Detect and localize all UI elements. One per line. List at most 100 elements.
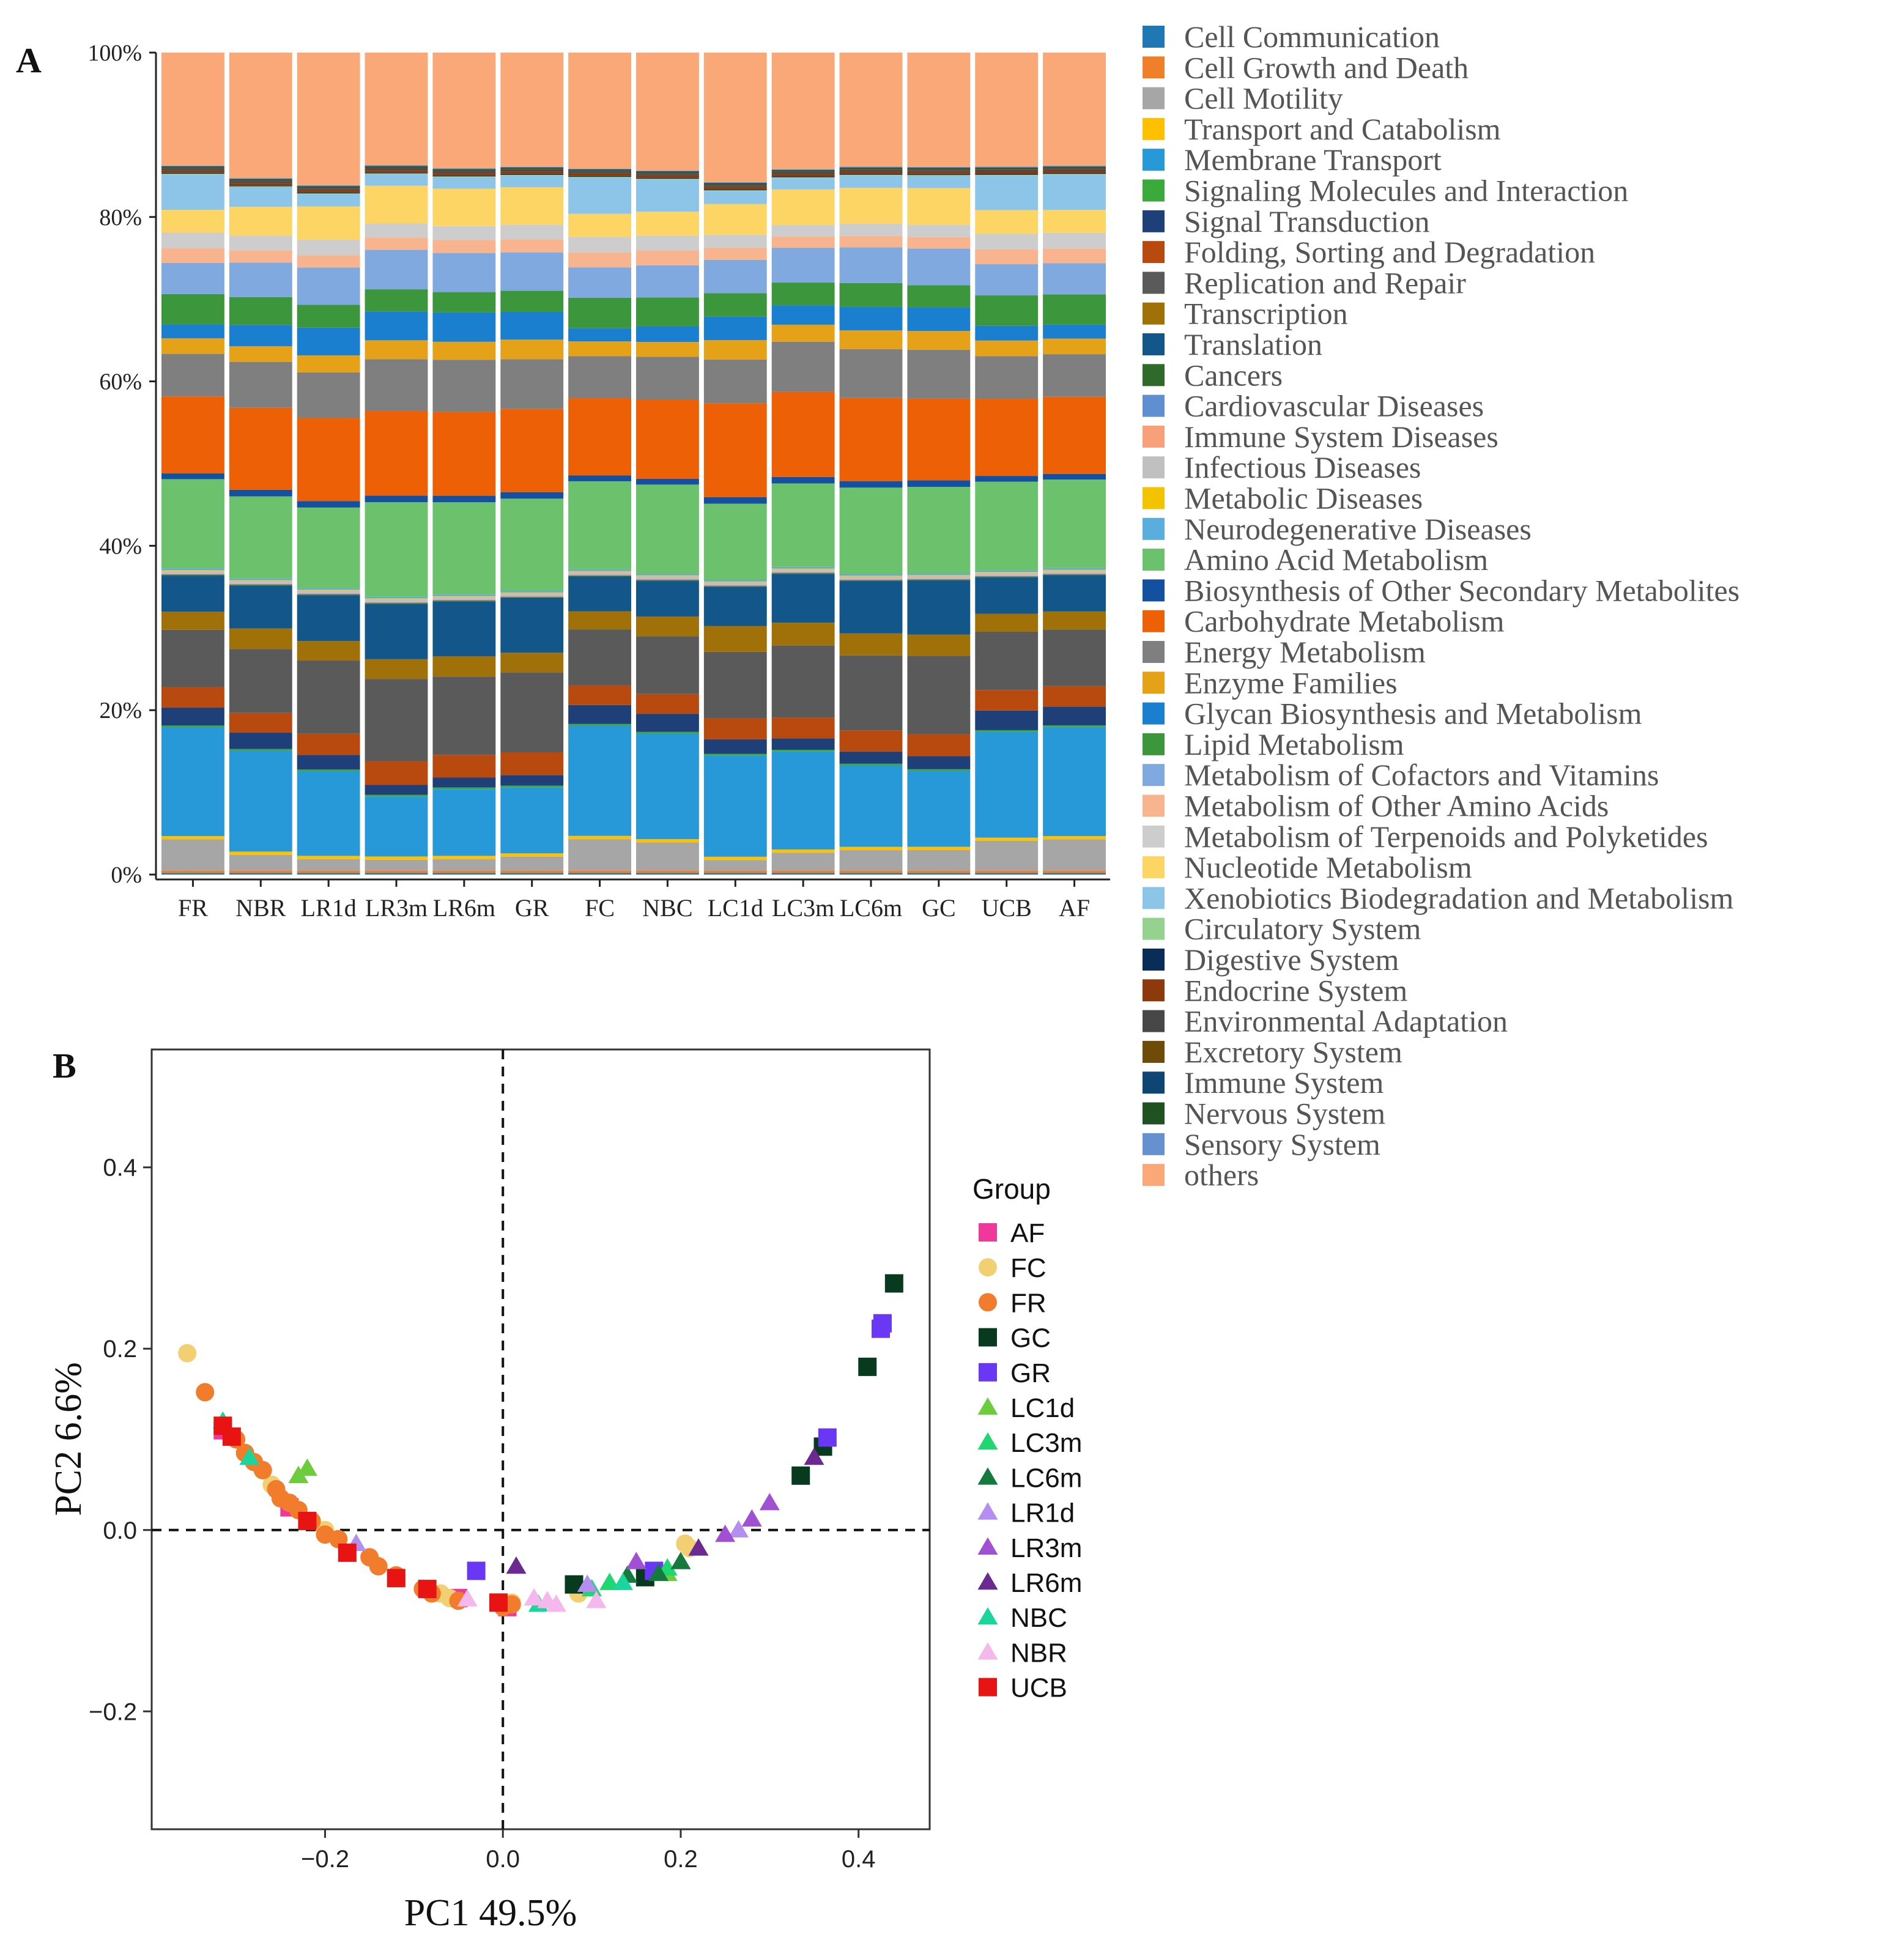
bar-segment-immune-system-diseases	[432, 599, 496, 601]
bar-segment-cell-communication	[975, 873, 1039, 875]
bar-segment-cell-motility	[432, 859, 496, 871]
legend-label-transport-and-catabolism: Transport and Catabolism	[1184, 112, 1501, 146]
bar-segment-glycan-biosynthesis-and-metabolism	[229, 325, 292, 347]
point-ucb	[418, 1580, 437, 1599]
bar-segment-nucleotide-metabolism	[975, 210, 1039, 234]
bar-segment-cell-growth-and-death	[703, 870, 767, 873]
bar-segment-transcription	[432, 656, 496, 677]
bar-segment-cardiovascular-diseases	[636, 579, 699, 580]
bar-segment-endocrine-system	[365, 170, 428, 173]
legend-label-others: others	[1184, 1158, 1259, 1192]
bar-segment-nervous-system	[568, 169, 631, 171]
bar-segment-nucleotide-metabolism	[161, 210, 224, 233]
legend-label-lc6m: LC6m	[1010, 1463, 1082, 1493]
bar-segment-nucleotide-metabolism	[771, 189, 835, 226]
bar-segment-infectious-diseases	[703, 582, 767, 585]
series-nbr	[457, 1588, 607, 1612]
bar-stack-lr3m	[365, 53, 428, 875]
bar-segment-metabolism-of-terpenoids-and-polyketides	[229, 235, 292, 251]
bar-segment-endocrine-system	[703, 187, 767, 190]
bar-segment-replication-and-repair	[839, 655, 903, 731]
bar-segment-metabolic-diseases	[161, 570, 224, 571]
bar-segment-signal-transduction	[1043, 706, 1106, 726]
bar-segment-cell-growth-and-death	[636, 870, 699, 873]
legend-label-cell-communication: Cell Communication	[1184, 20, 1440, 54]
bar-segment-digestive-system	[229, 185, 292, 187]
bar-segment-biosynthesis-of-other-secondary-metabolites	[907, 480, 971, 487]
legend-label-metabolism-of-other-amino-acids: Metabolism of Other Amino Acids	[1184, 789, 1609, 823]
point-lr6m	[688, 1538, 709, 1556]
y-axis-title: PC2 6.6%	[48, 1362, 89, 1516]
panel-b-legend: Group AF FC FR GC GR LC1d LC3m LC6m LR1d LR3m LR6m…	[972, 1173, 1082, 1703]
point-ucb	[222, 1427, 241, 1446]
bar-segment-metabolism-of-other-amino-acids	[365, 237, 428, 250]
bar-segment-transport-and-catabolism	[771, 849, 835, 853]
bar-segment-nucleotide-metabolism	[432, 188, 496, 226]
bar-stack-lc6m	[839, 53, 903, 875]
bar-segment-environmental-adaptation	[907, 170, 971, 172]
bar-segment-transcription	[771, 623, 835, 646]
bar-segment-biosynthesis-of-other-secondary-metabolites	[568, 475, 631, 481]
bar-stack-lr1d	[297, 53, 360, 875]
bar-segment-infectious-diseases	[297, 590, 360, 593]
bar-segment-excretory-system	[229, 180, 292, 182]
x-axis-title: PC1 49.5%	[404, 1892, 577, 1934]
bar-segment-immune-system	[500, 168, 564, 169]
plot-frame	[150, 1048, 931, 1830]
bar-segment-glycan-biosynthesis-and-metabolism	[636, 326, 699, 342]
bar-segment-immune-system	[839, 168, 903, 169]
bar-segment-nucleotide-metabolism	[500, 187, 564, 225]
bar-segment-translation	[161, 575, 224, 612]
bar-segment-digestive-system	[500, 174, 564, 175]
bar-segment-cell-motility	[975, 841, 1039, 871]
bar-segment-nucleotide-metabolism	[636, 212, 699, 236]
bar-segment-circulatory-system	[771, 177, 835, 179]
legend-title: Group	[972, 1173, 1051, 1205]
bar-segment-enzyme-families	[1043, 338, 1106, 355]
bar-segment-transport-and-catabolism	[365, 856, 428, 860]
bar-segment-metabolism-of-terpenoids-and-polyketides	[161, 232, 224, 248]
legend-swatch-excretory-system	[1143, 1040, 1165, 1063]
legend-key-fr	[979, 1293, 997, 1312]
bar-segment-transcription	[703, 626, 767, 652]
bar-segment-signaling-molecules-and-interaction	[568, 724, 631, 726]
bar-segment-others	[975, 53, 1039, 167]
point-ucb	[298, 1511, 317, 1530]
bar-segment-membrane-transport	[500, 787, 564, 854]
bar-segment-infectious-diseases	[432, 596, 496, 599]
bar-segment-energy-metabolism	[432, 360, 496, 412]
bar-segment-signaling-molecules-and-interaction	[839, 763, 903, 766]
bar-segment-digestive-system	[975, 174, 1039, 175]
bar-segment-membrane-transport	[297, 771, 360, 856]
bar-segment-metabolism-of-terpenoids-and-polyketides	[500, 224, 564, 240]
bar-segment-nucleotide-metabolism	[568, 213, 631, 237]
point-lr6m	[804, 1448, 824, 1465]
legend-swatch-xenobiotics-biodegradation-and-metabolism	[1143, 887, 1165, 909]
bar-segment-folding-sorting-and-degradation	[839, 730, 903, 752]
series-gc	[565, 1274, 903, 1594]
bar-segment-translation	[500, 598, 564, 653]
bar-segment-lipid-metabolism	[771, 283, 835, 306]
bar-segment-transcription	[229, 628, 292, 650]
x-tick-label-ucb: UCB	[982, 894, 1032, 922]
bar-segment-signal-transduction	[703, 739, 767, 754]
bar-segment-environmental-adaptation	[161, 169, 224, 171]
legend-label-excretory-system: Excretory System	[1184, 1035, 1402, 1069]
legend-swatch-cancers	[1143, 364, 1165, 387]
legend-label-xenobiotics-biodegradation-and-metabolism: Xenobiotics Biodegradation and Metabolis…	[1184, 881, 1734, 915]
bar-segment-excretory-system	[907, 169, 971, 171]
bar-segment-enzyme-families	[907, 331, 971, 350]
bar-segment-membrane-transport	[907, 771, 971, 847]
bar-segment-nucleotide-metabolism	[365, 185, 428, 224]
bar-segment-energy-metabolism	[703, 359, 767, 404]
bar-segment-cell-growth-and-death	[432, 870, 496, 873]
bar-segment-xenobiotics-biodegradation-and-metabolism	[636, 179, 699, 212]
bar-segment-cell-motility	[297, 859, 360, 871]
bar-segment-biosynthesis-of-other-secondary-metabolites	[500, 492, 564, 499]
bar-segment-translation	[432, 601, 496, 657]
bar-segment-lipid-metabolism	[568, 297, 631, 328]
bar-segment-lipid-metabolism	[500, 291, 564, 312]
x-tick-label-lr1d: LR1d	[301, 894, 357, 922]
bar-segment-cell-growth-and-death	[771, 870, 835, 873]
